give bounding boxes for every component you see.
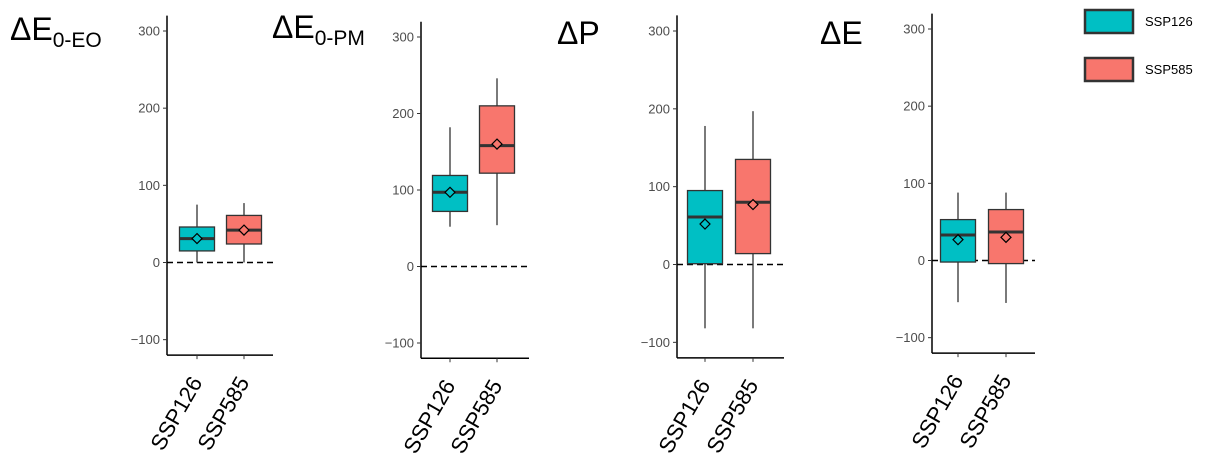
mean-marker [747, 198, 759, 211]
y-tick-label: 100 [903, 176, 925, 191]
panel-title-main: ΔE [10, 11, 53, 47]
box-ssp585 [478, 78, 516, 226]
mean-marker [491, 138, 503, 150]
box-ssp585 [734, 111, 772, 329]
panels: ΔE0-EO−1000100200300SSP126SSP585ΔE0-PM−1… [10, 9, 1035, 458]
y-tick-label: 0 [407, 259, 414, 274]
panel-title: ΔE0-PM [272, 9, 365, 50]
mean-marker [1000, 231, 1012, 244]
y-tick-label: −100 [641, 335, 670, 350]
mean-marker [238, 224, 250, 236]
legend-label-ssp126: SSP126 [1145, 14, 1193, 29]
panel-title-main: ΔE [820, 15, 863, 51]
y-tick-label: 200 [648, 101, 670, 116]
legend: SSP126 SSP585 [1083, 8, 1193, 83]
box-ssp126 [431, 127, 469, 227]
panel-title-subscript: 0-EO [53, 29, 102, 52]
panel-title: ΔP [557, 15, 600, 51]
y-tick-label: 200 [138, 101, 160, 116]
panel-title: ΔE [820, 15, 863, 51]
y-tick-label: 300 [392, 30, 414, 45]
panel-title: ΔE0-EO [10, 11, 102, 52]
legend-key-ssp585 [1083, 56, 1135, 83]
mean-marker [191, 232, 203, 245]
panel-title-main: ΔP [557, 15, 600, 51]
y-tick-label: 100 [138, 178, 160, 193]
panel-title-subscript: 0-PM [315, 27, 365, 50]
mean-marker [699, 218, 711, 230]
mean-marker [952, 233, 964, 246]
mean-marker [444, 186, 456, 199]
legend-key-ssp126 [1083, 8, 1135, 35]
y-tick-label: 0 [153, 255, 160, 270]
box-iqr [478, 105, 516, 174]
panel-title-main: ΔE [272, 9, 315, 45]
y-tick-label: 300 [903, 22, 925, 37]
box-ssp126 [178, 204, 216, 263]
legend-label-ssp585: SSP585 [1145, 62, 1193, 77]
box-ssp585 [225, 203, 263, 263]
box-ssp126 [686, 125, 724, 329]
y-tick-label: 100 [648, 179, 670, 194]
box-iqr [987, 208, 1025, 265]
y-tick-label: −100 [385, 336, 414, 351]
y-tick-label: 300 [648, 24, 670, 39]
y-tick-label: 0 [663, 257, 670, 272]
box-ssp126 [939, 192, 977, 303]
y-tick-label: 0 [918, 253, 925, 268]
y-tick-label: 200 [392, 106, 414, 121]
y-tick-label: −100 [131, 332, 160, 347]
box-ssp585 [987, 192, 1025, 303]
y-tick-label: 300 [138, 24, 160, 39]
y-tick-label: 200 [903, 99, 925, 114]
y-tick-label: −100 [896, 330, 925, 345]
y-tick-label: 100 [392, 183, 414, 198]
